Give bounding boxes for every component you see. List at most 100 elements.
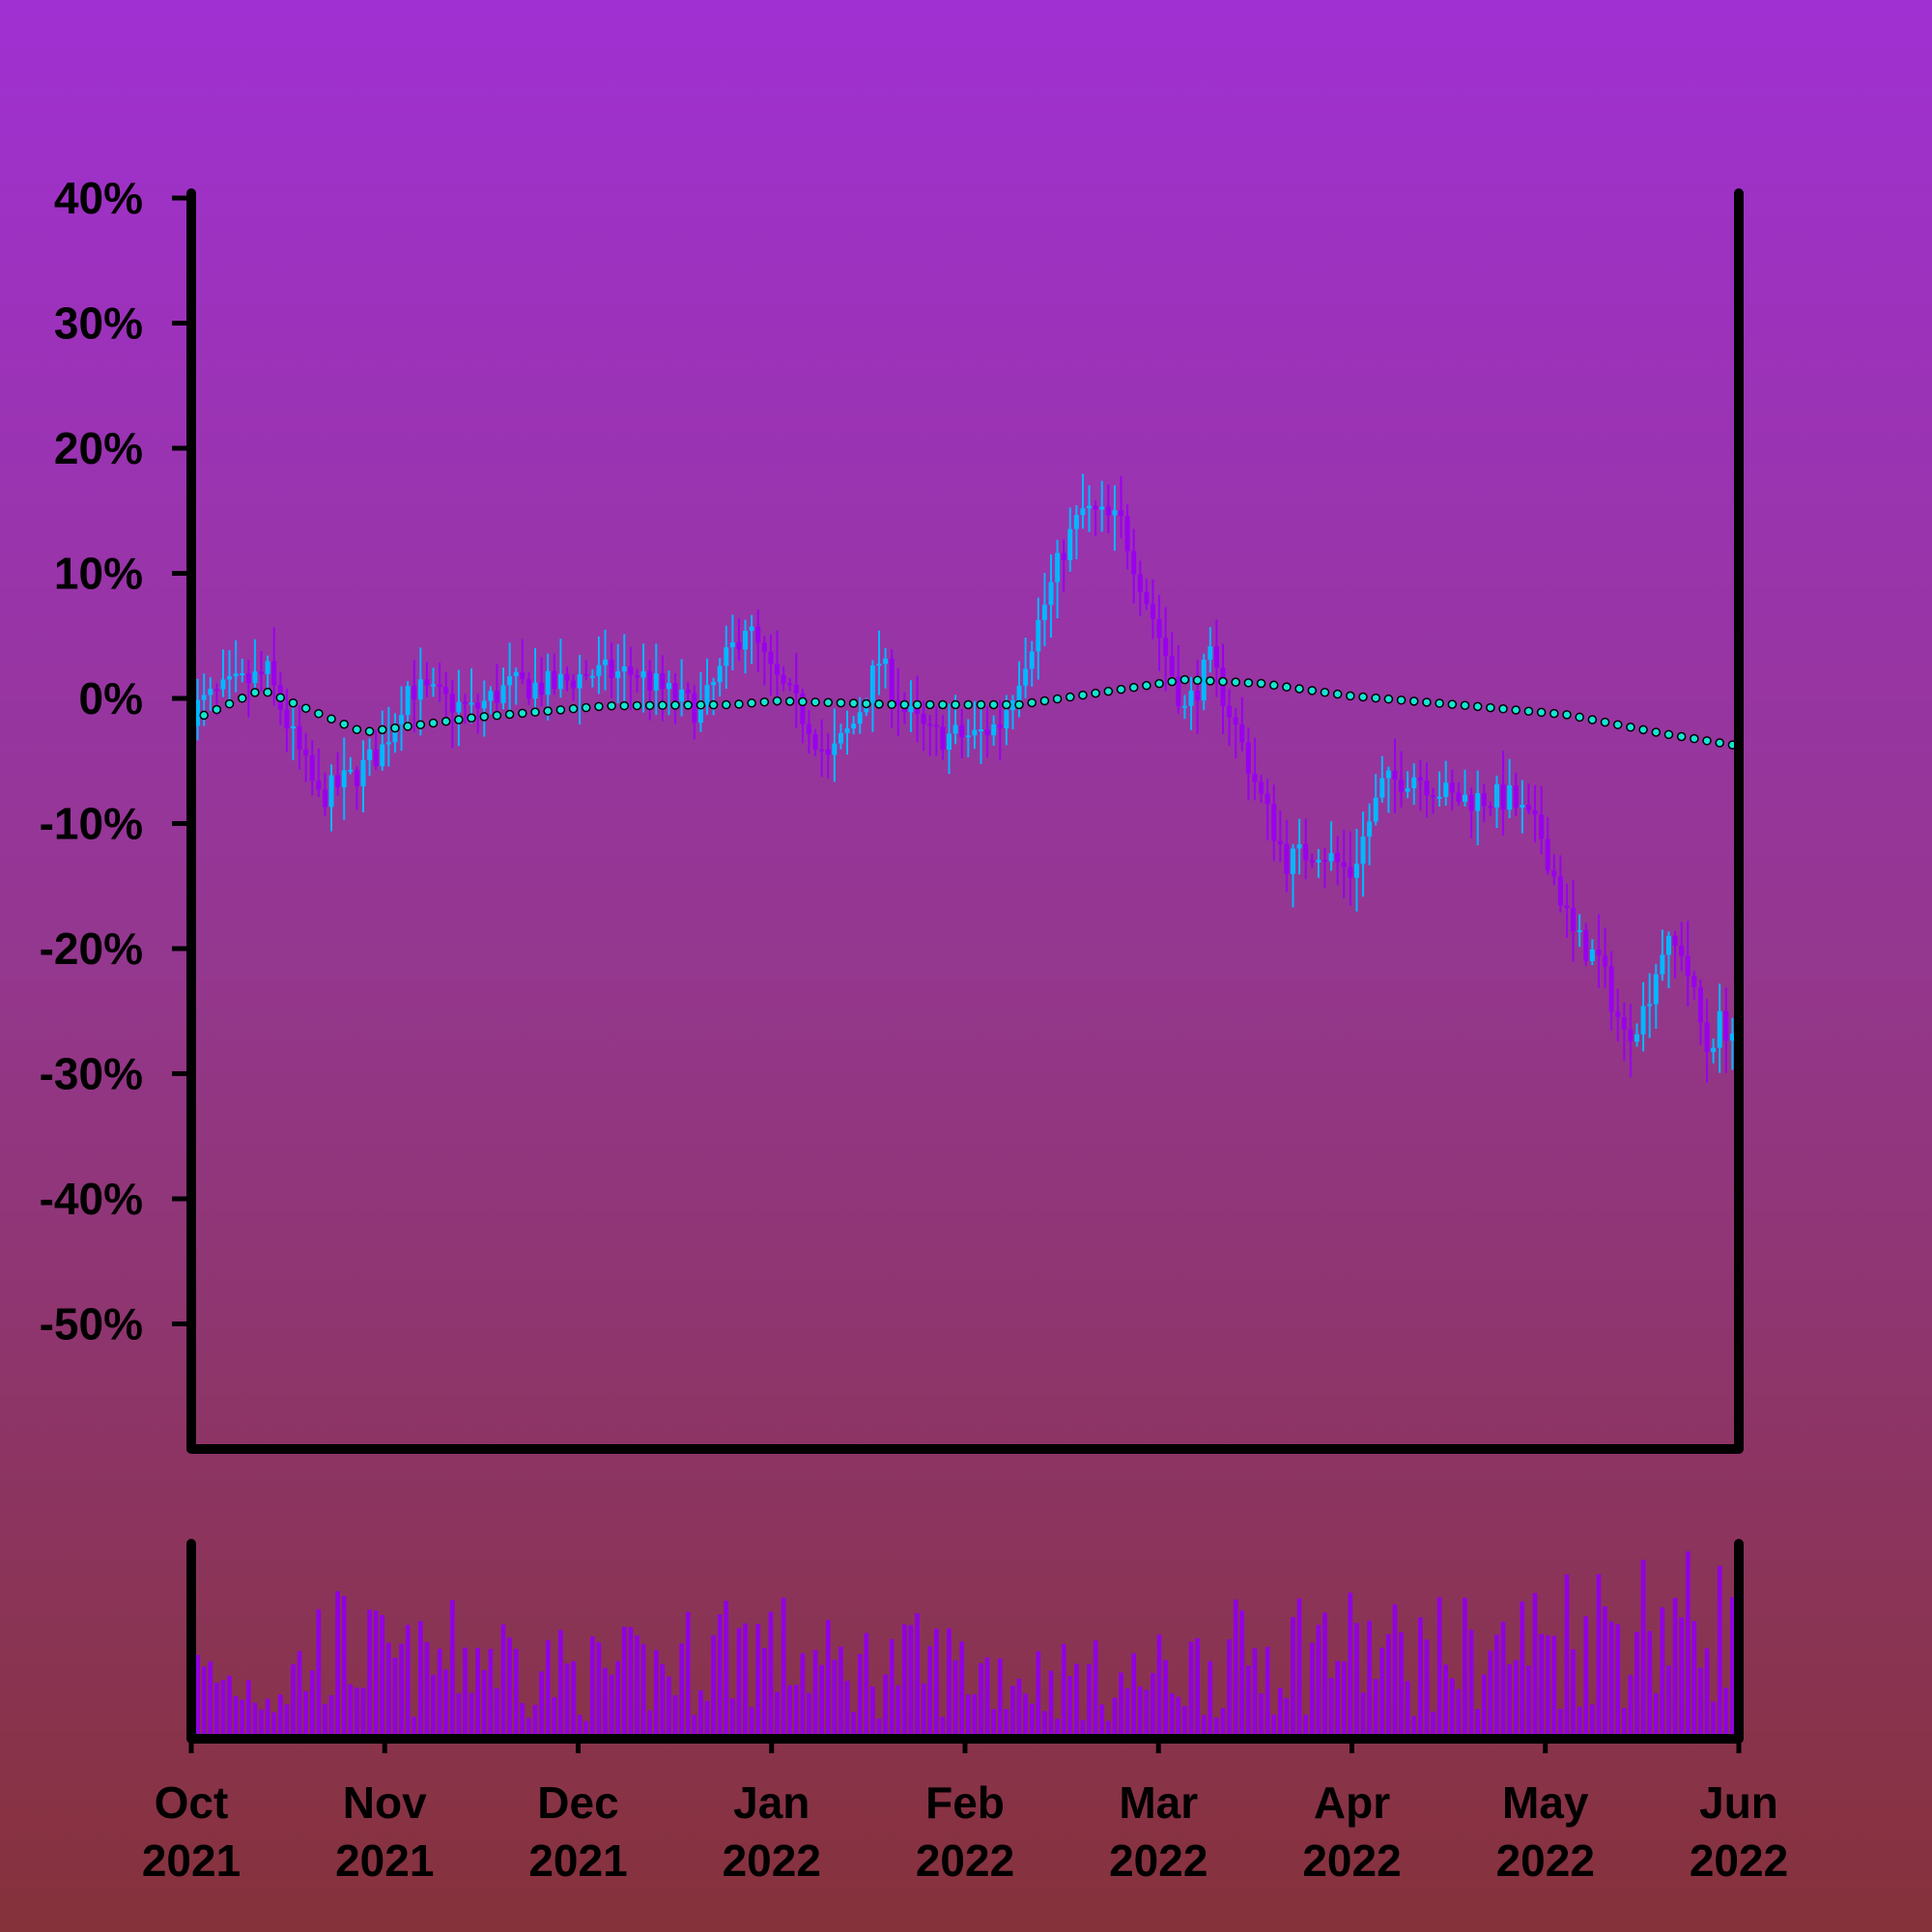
candle-body <box>1564 905 1570 908</box>
volume-bar <box>667 1676 671 1734</box>
volume-bar <box>1360 1692 1366 1734</box>
moving-average-point <box>275 693 286 702</box>
candle-body <box>697 704 703 724</box>
candle-body <box>1061 553 1066 560</box>
y-tick-label: 40% <box>54 173 143 223</box>
volume-bar <box>1029 1703 1035 1734</box>
volume-bar <box>1328 1677 1334 1734</box>
moving-average-point <box>848 698 859 708</box>
volume-bar <box>698 1690 703 1734</box>
candle-body <box>412 686 417 700</box>
volume-bar <box>596 1642 602 1734</box>
moving-average-point <box>1268 680 1279 691</box>
candle-body <box>367 749 373 760</box>
candle-body <box>552 670 557 690</box>
x-tick-label-year: 2022 <box>916 1835 1014 1886</box>
candle-body <box>793 684 799 694</box>
candle-body <box>1672 935 1678 946</box>
volume-bar <box>660 1663 666 1734</box>
volume-bar <box>1571 1649 1576 1734</box>
volume-bar <box>252 1702 258 1734</box>
moving-average-point <box>1460 700 1470 710</box>
volume-bar <box>1163 1660 1168 1734</box>
volume-bar <box>1322 1612 1327 1734</box>
volume-bar <box>1335 1661 1340 1734</box>
volume-bar <box>1278 1688 1283 1734</box>
moving-average-point <box>658 700 668 710</box>
x-tick-label-year: 2021 <box>142 1835 241 1886</box>
candle-body <box>1195 690 1201 701</box>
volume-bar <box>1475 1709 1481 1734</box>
candle-body <box>685 689 691 694</box>
moving-average-point <box>1676 731 1687 742</box>
volume-bar <box>341 1596 347 1734</box>
candle-body <box>1055 553 1061 582</box>
volume-bar <box>997 1658 1003 1734</box>
moving-average-point <box>1396 696 1406 705</box>
volume-bar <box>787 1685 793 1734</box>
candle-body <box>672 683 678 702</box>
volume-bar <box>323 1703 327 1734</box>
volume-bar <box>291 1663 296 1734</box>
candle-body <box>539 682 545 696</box>
volume-bar <box>1660 1606 1665 1734</box>
candle-body <box>532 682 538 699</box>
volume-bar <box>1316 1624 1321 1734</box>
volume-bar <box>1271 1714 1277 1734</box>
volume-bar <box>603 1667 608 1734</box>
volume-bar <box>621 1626 627 1734</box>
volume-bar <box>749 1707 754 1734</box>
volume-bar <box>1615 1624 1621 1734</box>
volume-bar <box>1672 1598 1678 1734</box>
volume-bar <box>431 1674 436 1734</box>
candle-body <box>284 709 290 729</box>
price-panel: 40% 30% 20% 10% 0% -10% -20% -30% -40% -50% <box>40 173 1744 1454</box>
moving-average-point <box>288 697 298 708</box>
volume-bar <box>1348 1592 1353 1734</box>
volume-bar <box>259 1709 264 1734</box>
candle-body <box>869 665 875 704</box>
x-tick-label-month: Oct <box>155 1777 229 1828</box>
volume-bar <box>1463 1597 1467 1734</box>
volume-bar <box>399 1643 404 1734</box>
moving-average-point <box>607 700 616 711</box>
moving-average-point <box>1218 676 1228 687</box>
moving-average-point <box>1486 702 1495 713</box>
candle-body <box>749 626 754 632</box>
volume-bar <box>807 1692 811 1734</box>
volume-bar <box>1717 1566 1722 1734</box>
moving-average-point <box>1587 715 1598 724</box>
candle-body <box>309 754 315 781</box>
x-tick-label-year: 2022 <box>1302 1835 1401 1886</box>
volume-bar <box>348 1684 354 1734</box>
candle-body <box>545 670 551 696</box>
moving-average-point <box>1715 738 1724 748</box>
candle-body <box>1181 705 1187 708</box>
volume-bar <box>692 1715 697 1734</box>
volume-bar <box>500 1624 506 1734</box>
candle-body <box>316 781 322 790</box>
volume-bar <box>1354 1623 1359 1734</box>
volume-bar <box>590 1636 595 1734</box>
volume-bar <box>1622 1708 1627 1734</box>
moving-average-point <box>543 706 553 716</box>
volume-bar <box>463 1647 468 1734</box>
candle-body <box>1119 510 1124 517</box>
volume-bar <box>628 1627 634 1734</box>
candle-body <box>271 661 277 686</box>
volume-bar <box>1195 1637 1200 1734</box>
volume-bar <box>520 1703 526 1734</box>
candle-body <box>1520 805 1525 809</box>
volume-bar <box>1048 1670 1054 1734</box>
x-tick-label-month: Jan <box>733 1777 810 1828</box>
volume-bar <box>1539 1634 1544 1734</box>
candle-body <box>1723 1010 1729 1041</box>
volume-bar <box>405 1625 411 1734</box>
candle-body <box>908 705 914 713</box>
volume-bar <box>1545 1634 1550 1734</box>
volume-bar <box>959 1641 965 1734</box>
candle-body <box>755 626 761 643</box>
volume-bar <box>1666 1665 1671 1734</box>
candle-body <box>1392 770 1398 780</box>
moving-average-point <box>1575 712 1584 723</box>
